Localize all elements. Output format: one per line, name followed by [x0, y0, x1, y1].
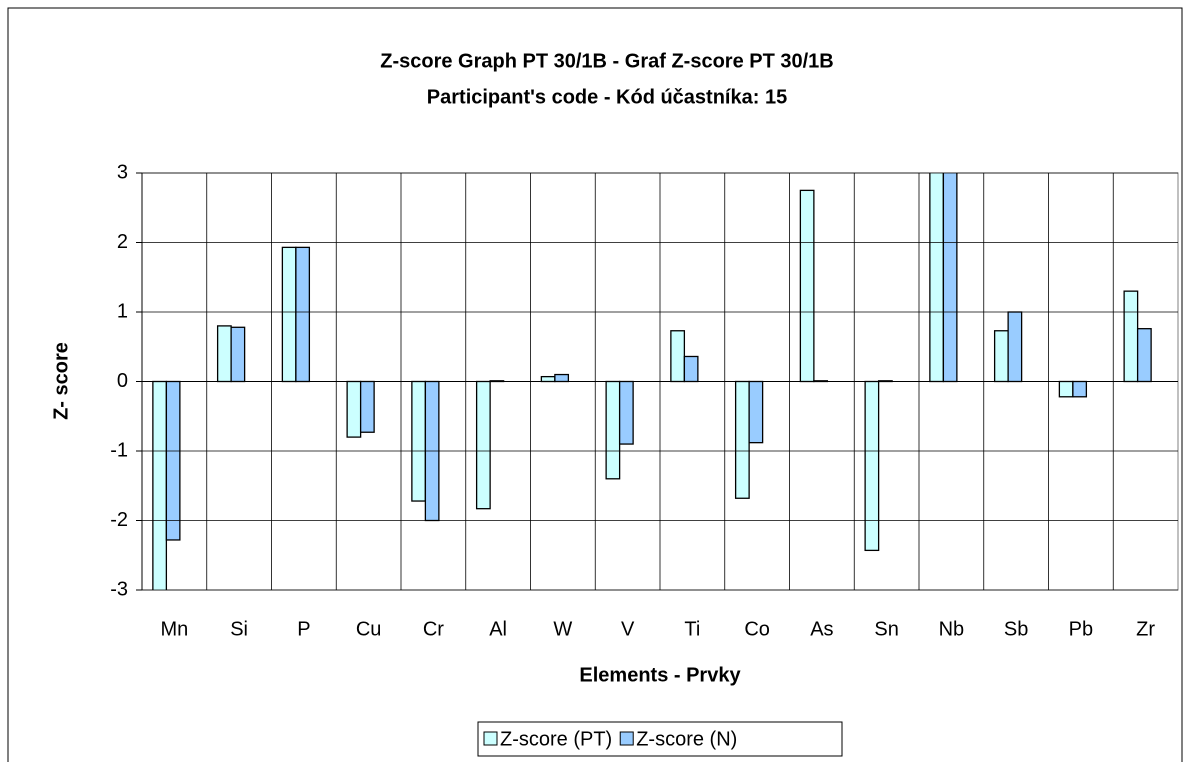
x-tick-label: P [297, 618, 310, 640]
y-axis-label: Z- score [50, 342, 72, 420]
y-tick-label: -2 [110, 509, 128, 531]
bar [799, 189, 815, 383]
x-tick-label: Si [230, 618, 248, 640]
bar [1058, 380, 1074, 398]
y-tick-label: -3 [110, 578, 128, 600]
bar [1072, 380, 1088, 398]
y-tick-label: 0 [117, 370, 128, 392]
y-tick-label: 1 [117, 300, 128, 322]
bar [359, 380, 375, 433]
bar [864, 380, 880, 552]
x-tick-label: Sb [1004, 618, 1028, 640]
bar [748, 380, 764, 444]
bar [411, 380, 427, 502]
bar [683, 355, 699, 383]
bar [281, 246, 297, 383]
x-tick-label: Cr [423, 618, 444, 640]
x-tick-label: As [810, 618, 833, 640]
bar [295, 246, 311, 383]
bar [1123, 290, 1139, 383]
bar [734, 380, 750, 499]
legend [477, 721, 843, 757]
x-axis-label: Elements - Prvky [579, 664, 741, 686]
bar [152, 380, 168, 590]
bar [1136, 328, 1152, 383]
legend-label: Z-score (PT) [500, 728, 612, 750]
x-tick-label: Co [744, 618, 770, 640]
bar [554, 373, 570, 383]
x-tick-label: V [621, 618, 635, 640]
bar [618, 380, 634, 445]
x-tick-label: W [553, 618, 572, 640]
bar [670, 330, 686, 383]
bar [993, 330, 1009, 383]
x-tick-label: Mn [160, 618, 188, 640]
bar [540, 375, 556, 383]
bar [942, 173, 958, 383]
bar [230, 326, 246, 383]
x-tick-label: Ti [684, 618, 700, 640]
y-tick-label: 2 [117, 231, 128, 253]
x-tick-label: Nb [939, 618, 965, 640]
bar [346, 380, 362, 438]
chart-title: Z-score Graph PT 30/1B - Graf Z-score PT… [380, 50, 833, 72]
x-tick-label: Al [489, 618, 507, 640]
bar [216, 325, 232, 383]
y-tick-label: -1 [110, 439, 128, 461]
bar [1007, 311, 1023, 383]
y-tick-label: 3 [117, 161, 128, 183]
legend-label: Z-score (N) [636, 728, 737, 750]
bar [929, 173, 945, 383]
legend-swatch [483, 731, 498, 746]
x-tick-label: Pb [1069, 618, 1093, 640]
x-tick-label: Sn [874, 618, 898, 640]
bar [165, 380, 181, 541]
bar [605, 380, 621, 480]
x-tick-label: Cu [356, 618, 382, 640]
chart-subtitle: Participant's code - Kód účastníka: 15 [427, 86, 787, 108]
x-tick-label: Zr [1136, 618, 1155, 640]
legend-swatch [619, 731, 634, 746]
bar [475, 380, 491, 510]
